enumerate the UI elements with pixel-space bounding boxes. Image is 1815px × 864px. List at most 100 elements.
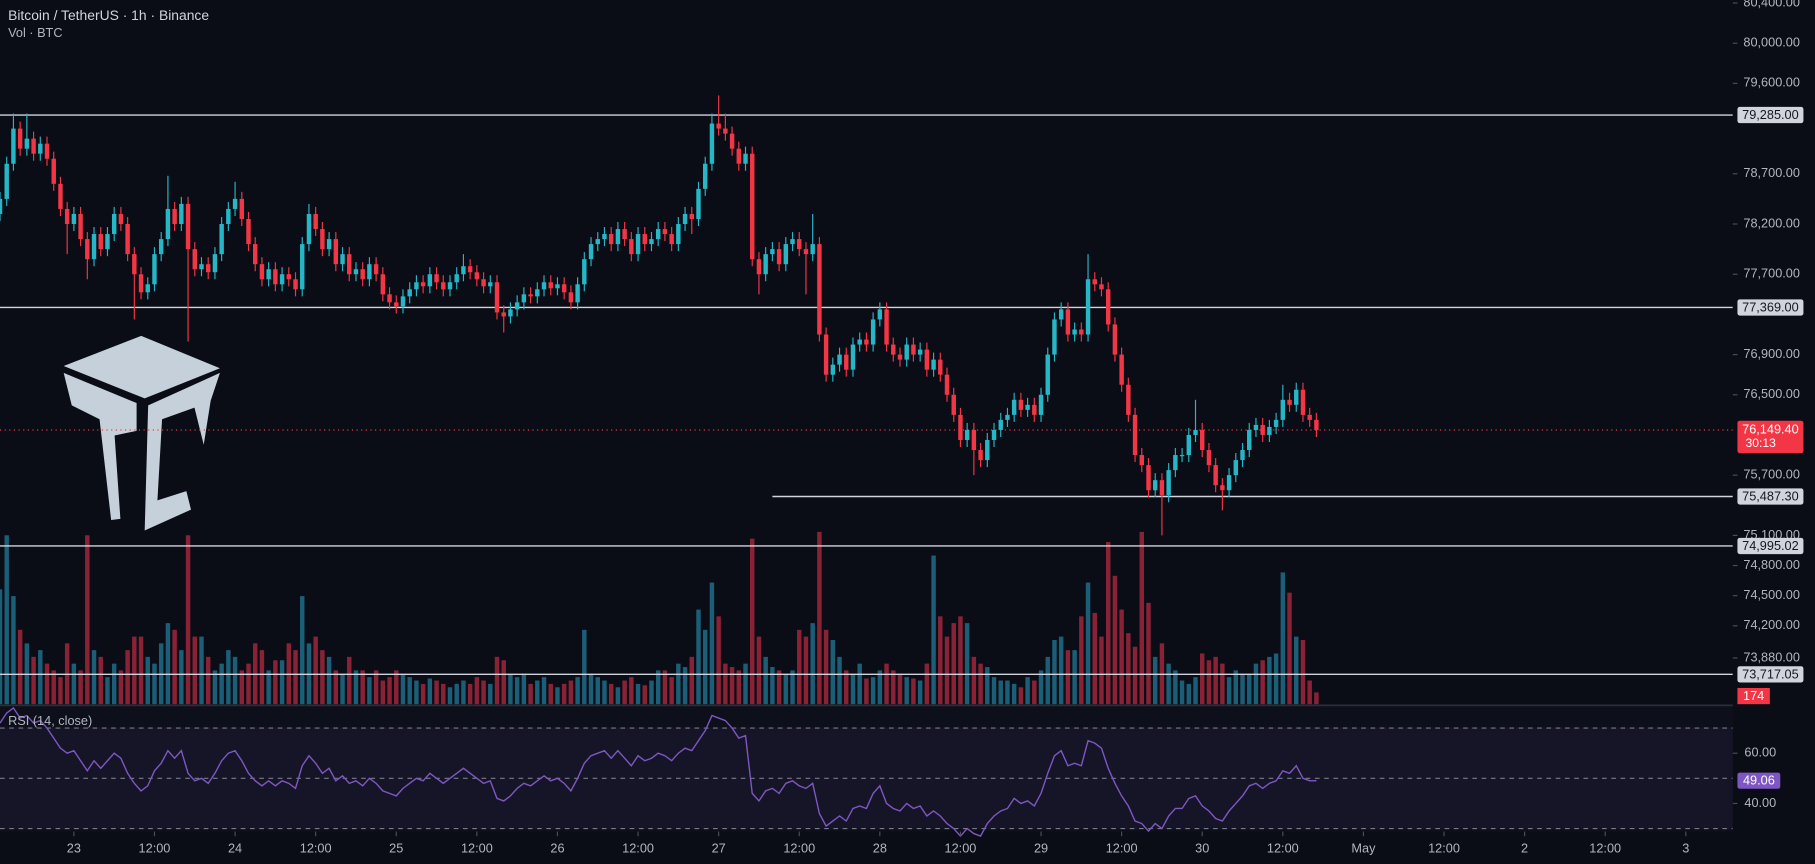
candle-body (595, 239, 600, 245)
x-tick-label: 12:00 (783, 840, 815, 855)
volume-bar (360, 670, 365, 705)
candle-body (541, 282, 547, 290)
volume-bar (420, 683, 426, 705)
volume-bar (125, 650, 130, 705)
volume-bar (1079, 616, 1084, 705)
candle-body (226, 208, 231, 225)
x-tick-label: 27 (712, 840, 726, 855)
y-tick-label: 78,200.00 (1743, 215, 1800, 230)
volume-bar (192, 636, 197, 705)
x-tick-label: 12:00 (1267, 840, 1299, 855)
x-tick-label: 26 (550, 840, 564, 855)
volume-bar (998, 680, 1003, 705)
volume-bar (1253, 663, 1259, 705)
volume-bar (1085, 582, 1091, 705)
volume-bar (461, 680, 466, 705)
candle-body (31, 138, 36, 154)
candle-body (750, 153, 755, 260)
volume-bar (555, 687, 560, 705)
volume-bar (897, 673, 903, 705)
candle-body (837, 354, 842, 365)
x-tick-label: 29 (1034, 840, 1048, 855)
y-tick-label: 80,400.00 (1743, 0, 1800, 9)
candle-body (212, 254, 218, 273)
volume-bar (1092, 612, 1097, 705)
volume-bar (447, 687, 453, 705)
volume-bar (904, 677, 909, 705)
x-tick-label: 24 (228, 840, 242, 855)
candle-body (696, 188, 701, 219)
candle-body (179, 203, 184, 225)
volume-tag-label: 174 (1743, 688, 1764, 703)
volume-bar (743, 663, 748, 705)
candle-body (125, 224, 130, 255)
candle-body (568, 292, 574, 303)
level-tag (1737, 106, 1804, 124)
x-tick-label: 12:00 (945, 840, 977, 855)
volume-bar (1011, 683, 1017, 705)
y-tick-label: 79,600.00 (1743, 75, 1800, 90)
volume-bar (313, 636, 318, 705)
volume-bar (655, 670, 661, 705)
candle-body (1247, 429, 1252, 451)
x-tick-label: 12:00 (461, 840, 493, 855)
volume-bar (857, 663, 862, 705)
volume-bar (152, 663, 157, 705)
candle-body (756, 259, 762, 275)
volume-bar (689, 656, 694, 705)
candle-body (407, 289, 412, 297)
candle-body (629, 239, 634, 255)
volume-bar (521, 673, 527, 705)
volume-bar (347, 656, 352, 705)
volume-bar (783, 673, 789, 705)
candle-body (259, 264, 265, 280)
candle-body (635, 234, 641, 255)
volume-bar (595, 677, 600, 705)
volume-bar (608, 683, 614, 705)
y-tick-label: 78,700.00 (1743, 165, 1800, 180)
volume-bar (394, 670, 399, 705)
volume-bar (293, 650, 298, 705)
candle-body (521, 294, 527, 303)
volume-bar (864, 678, 869, 705)
volume-bar (662, 670, 668, 705)
candle-body (300, 244, 305, 290)
volume-bar (427, 678, 433, 705)
x-tick-label: 12:00 (139, 840, 171, 855)
volume-bar (891, 670, 896, 705)
candle-body (723, 128, 728, 134)
candle-body (958, 414, 963, 440)
candle-body (508, 309, 513, 317)
countdown-label: 30:13 (1746, 436, 1777, 450)
candle-body (1206, 450, 1212, 466)
candle-body (1152, 480, 1158, 491)
candle-body (1139, 455, 1144, 466)
volume-bar (978, 663, 983, 705)
volume-bar (1280, 572, 1286, 705)
volume-bar (709, 582, 715, 705)
volume-bar (373, 670, 379, 705)
volume-bar (635, 683, 641, 705)
volume-bar (199, 636, 204, 705)
logo-left (63, 372, 137, 521)
volume-bar (850, 673, 856, 705)
volume-bar (723, 663, 728, 705)
volume-bar (642, 685, 647, 705)
candle-body (0, 198, 3, 214)
candle-body (1173, 455, 1178, 471)
volume-bar (1139, 531, 1144, 705)
volume-bar (380, 680, 386, 705)
volume-bar (1247, 673, 1252, 705)
candle-body (743, 153, 748, 164)
volume-bar (71, 663, 77, 705)
candle-body (669, 234, 674, 245)
volume-bar (353, 670, 359, 705)
volume-bar (172, 629, 177, 705)
level-tag (1737, 299, 1804, 316)
x-tick-label: 12:00 (300, 840, 332, 855)
level-tag-label: 74,995.02 (1742, 538, 1799, 553)
candle-body (877, 309, 883, 320)
volume-bar (716, 616, 721, 705)
candle-body (51, 158, 56, 184)
candle-body (494, 282, 500, 313)
